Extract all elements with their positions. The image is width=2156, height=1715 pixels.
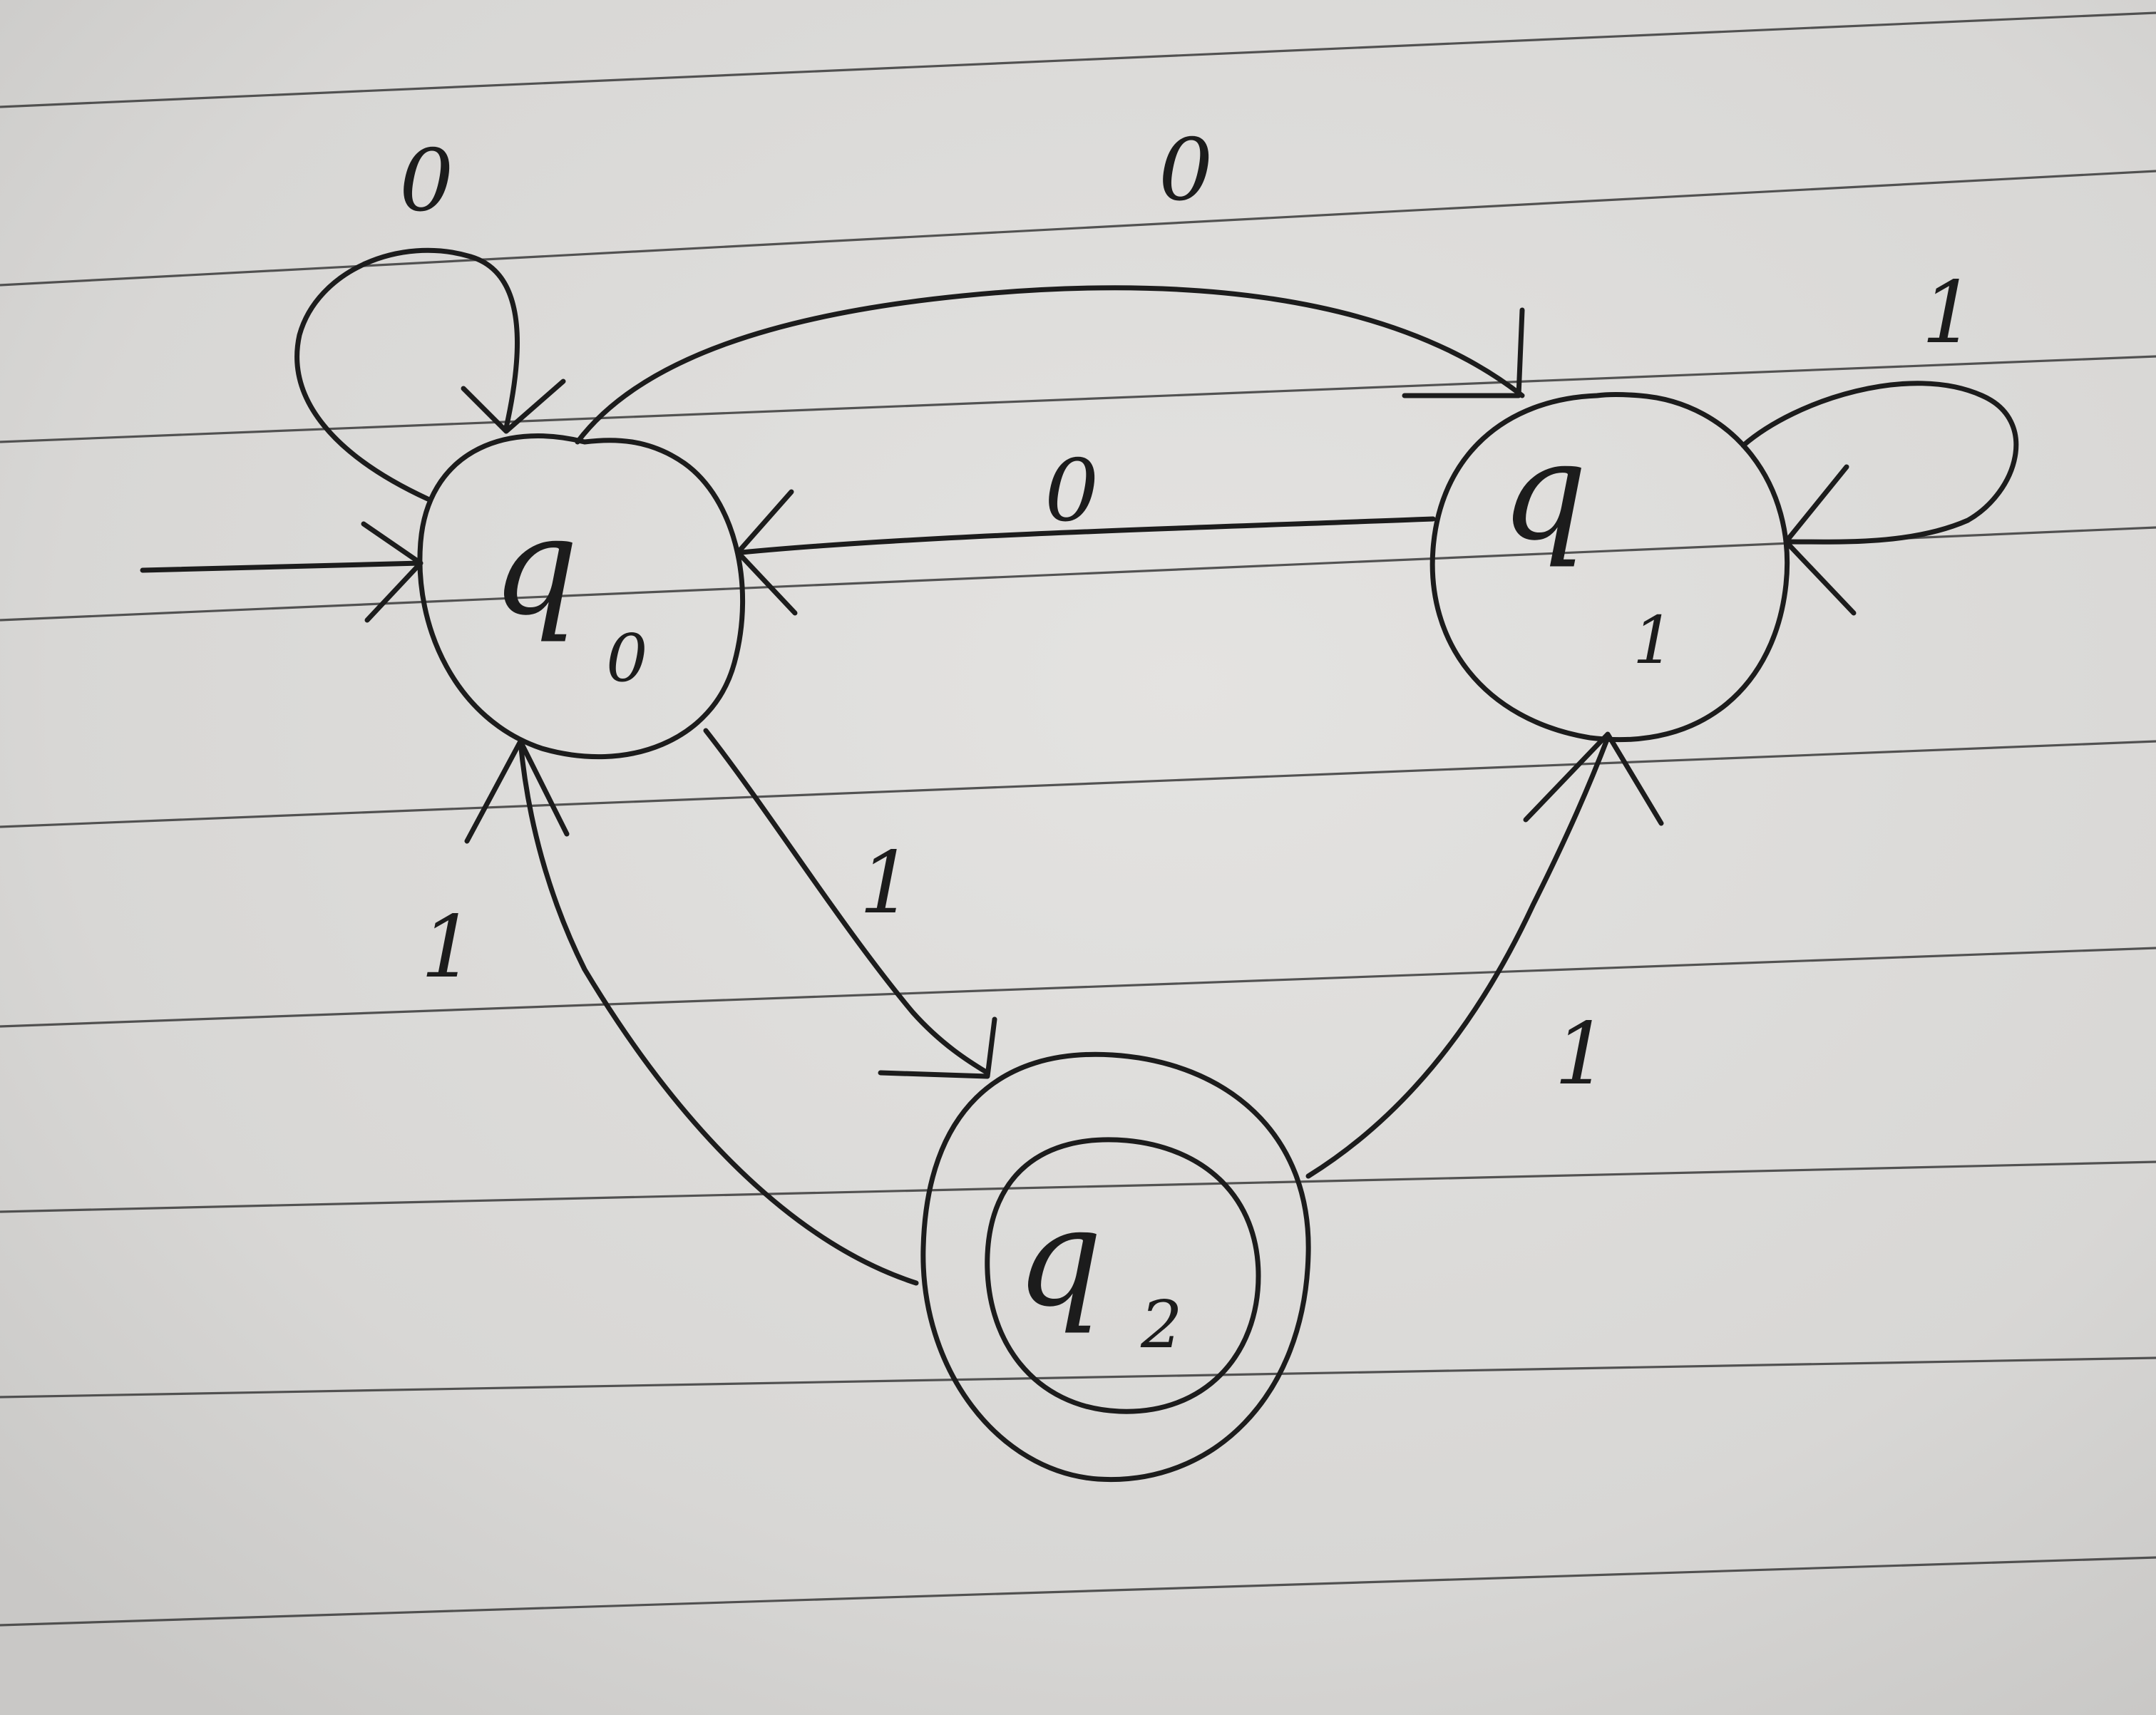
transition-q1-self-label: 1 bbox=[1921, 264, 1976, 363]
transition-q1-self-line bbox=[1740, 381, 2019, 545]
transition-q0-q2-label: 1 bbox=[859, 834, 913, 933]
start-arrow bbox=[140, 521, 423, 623]
state-q2-subscript: 2 bbox=[1140, 1287, 1183, 1363]
transition-q1-q0: 0 bbox=[735, 442, 1436, 616]
state-q0-circle bbox=[417, 433, 746, 760]
transition-q2-q1-line bbox=[1305, 735, 1611, 1179]
transition-q1-q0-label: 0 bbox=[1044, 442, 1099, 541]
transition-q1-q0-line bbox=[739, 516, 1436, 555]
transition-q0-q2-arrowhead bbox=[878, 1016, 997, 1079]
transition-q0-q1-arrowhead bbox=[1402, 307, 1525, 398]
transition-q0-q1: 0 bbox=[575, 121, 1525, 445]
transition-q0-q2-line bbox=[703, 728, 990, 1076]
state-q2-inner-circle bbox=[985, 1137, 1261, 1414]
transition-q0-self-arrowhead bbox=[461, 378, 566, 434]
transition-q1-self: 1 bbox=[1740, 264, 2019, 616]
state-q1-subscript: 1 bbox=[1633, 602, 1675, 679]
transition-q0-self: 0 bbox=[294, 132, 566, 502]
transition-q2-q0-label: 1 bbox=[421, 898, 475, 997]
transition-q0-q1-line bbox=[575, 285, 1525, 445]
transition-q2-q1-arrowhead bbox=[1523, 731, 1664, 826]
transition-q1-self-arrowhead bbox=[1783, 464, 1857, 616]
transition-q0-self-line bbox=[294, 247, 520, 502]
transition-q2-q0: 1 bbox=[421, 738, 919, 1286]
transition-q2-q1-label: 1 bbox=[1554, 1005, 1608, 1104]
state-q0-subscript: 0 bbox=[606, 620, 648, 696]
state-q1: q 1 bbox=[1429, 392, 1790, 743]
transition-q2-q1: 1 bbox=[1305, 731, 1664, 1179]
state-q2-outer-circle bbox=[920, 1051, 1311, 1483]
transition-q1-q0-arrowhead bbox=[735, 489, 798, 616]
state-q1-circle bbox=[1429, 392, 1790, 743]
transition-q2-q0-arrowhead bbox=[464, 738, 570, 844]
transition-q0-q1-label: 0 bbox=[1159, 121, 1213, 220]
state-q2: q 2 bbox=[920, 1051, 1311, 1483]
state-q0: q 0 bbox=[140, 433, 746, 760]
transition-q2-q0-line bbox=[518, 738, 919, 1286]
state-q2-letter: q bbox=[1016, 1179, 1103, 1337]
state-q1-letter: q bbox=[1501, 413, 1588, 570]
state-q0-letter: q bbox=[492, 488, 579, 645]
transition-q0-self-label: 0 bbox=[399, 132, 453, 231]
transition-q0-q2: 1 bbox=[703, 728, 997, 1079]
